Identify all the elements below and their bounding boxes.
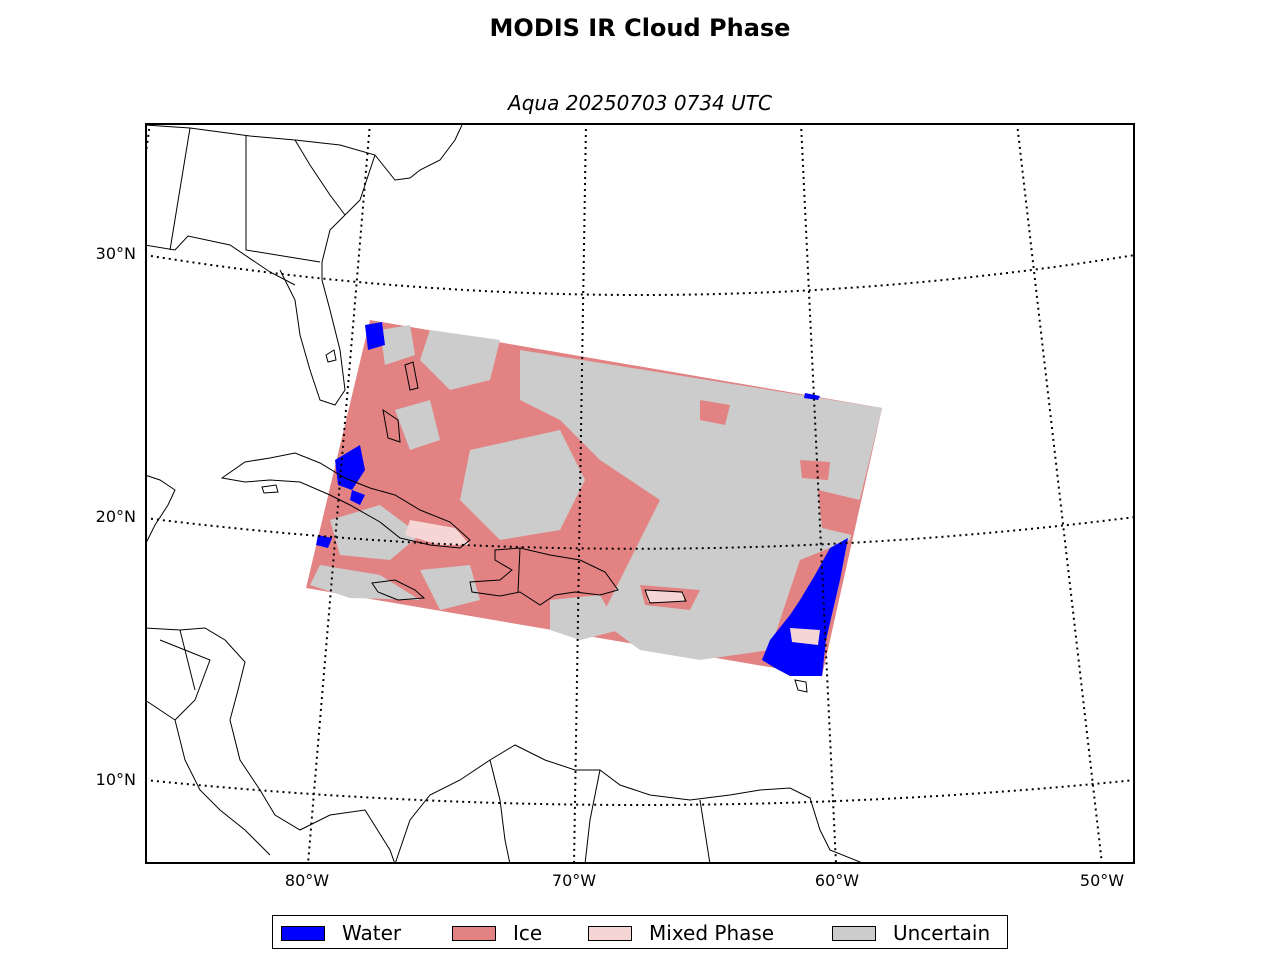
meridian-50w xyxy=(1016,125,1103,862)
uncertain-patch xyxy=(460,430,585,540)
lat-label-20n: 20°N xyxy=(95,507,136,526)
meridian-60w xyxy=(800,125,837,862)
us-state-border xyxy=(169,127,191,251)
parallel-30n xyxy=(147,254,1133,296)
ice-patch xyxy=(800,460,830,480)
cloud-phase-swath xyxy=(306,320,882,676)
country-border xyxy=(584,769,601,862)
meridian-90w xyxy=(147,125,151,153)
hispaniola xyxy=(469,547,619,606)
country-border xyxy=(159,639,211,721)
uncertain-patch xyxy=(310,565,420,600)
bahamas xyxy=(404,361,419,391)
country-border xyxy=(699,799,711,862)
legend-swatch-uncertain xyxy=(832,925,876,941)
ice-patch xyxy=(818,490,860,535)
country-border xyxy=(489,759,511,862)
legend: Water Ice Mixed Phase Uncertain xyxy=(272,915,1008,949)
legend-swatch-ice xyxy=(452,925,496,941)
chart-subtitle: Aqua 20250703 0734 UTC xyxy=(508,91,772,115)
coastlines xyxy=(147,125,862,862)
water-region xyxy=(762,538,848,676)
legend-swatch-mixed-phase xyxy=(588,925,632,941)
map-panel xyxy=(145,123,1135,864)
south-america-coast xyxy=(395,744,862,862)
uncertain-patch xyxy=(420,565,480,610)
legend-item-water: Water xyxy=(281,916,401,950)
isle-of-youth xyxy=(261,484,279,494)
parallel-10n xyxy=(147,779,1133,806)
swath-uncertain-region xyxy=(520,350,882,660)
us-state-border xyxy=(245,135,321,263)
mixed-phase-patch xyxy=(790,628,820,645)
water-region xyxy=(804,393,820,400)
lake-okeechobee xyxy=(325,349,337,363)
georgia-coast xyxy=(321,214,346,263)
us-state-border xyxy=(294,139,346,216)
trinidad xyxy=(794,679,808,693)
mixed-phase-patch xyxy=(646,590,684,602)
water-region xyxy=(365,322,385,350)
meridian-80w xyxy=(307,125,371,862)
ice-patch xyxy=(700,400,730,425)
lon-label-50w: 50°W xyxy=(1079,871,1125,890)
lat-label-10n: 10°N xyxy=(95,770,136,789)
parallel-20n xyxy=(147,516,1133,550)
legend-item-mixed-phase: Mixed Phase xyxy=(588,916,774,950)
uncertain-patch xyxy=(420,330,500,390)
mixed-phase-patch xyxy=(405,520,470,545)
water-region xyxy=(335,445,365,490)
central-america xyxy=(147,627,395,862)
legend-label-water: Water xyxy=(342,921,402,945)
country-border xyxy=(179,629,196,691)
uncertain-patch xyxy=(330,505,420,560)
legend-label-uncertain: Uncertain xyxy=(893,921,991,945)
lon-label-60w: 60°W xyxy=(814,871,860,890)
lon-label-80w: 80°W xyxy=(284,871,330,890)
jamaica xyxy=(371,579,426,601)
uncertain-patch xyxy=(550,595,620,640)
uncertain-patch xyxy=(380,325,415,365)
lon-label-70w: 70°W xyxy=(551,871,597,890)
us-state-border xyxy=(344,154,376,216)
uncertain-patch xyxy=(395,400,440,450)
legend-swatch-water xyxy=(281,925,325,941)
puerto-rico xyxy=(644,589,687,604)
central-america xyxy=(147,475,176,543)
legend-item-uncertain: Uncertain xyxy=(832,916,990,950)
lat-label-30n: 30°N xyxy=(95,244,136,263)
graticule xyxy=(147,125,1133,862)
water-region xyxy=(316,535,332,548)
haiti-border xyxy=(517,547,521,593)
uncertain-patch xyxy=(590,365,640,400)
map-svg xyxy=(147,125,1133,862)
water-region xyxy=(350,490,365,505)
legend-item-ice: Ice xyxy=(452,916,542,950)
bahamas xyxy=(382,408,401,443)
cuba xyxy=(220,452,471,549)
florida xyxy=(279,262,346,406)
chart-title: MODIS IR Cloud Phase xyxy=(489,14,791,42)
us-gulf-coast xyxy=(147,235,296,286)
us-east-coast xyxy=(147,125,463,181)
legend-label-ice: Ice xyxy=(513,921,543,945)
legend-label-mixed-phase: Mixed Phase xyxy=(649,921,775,945)
